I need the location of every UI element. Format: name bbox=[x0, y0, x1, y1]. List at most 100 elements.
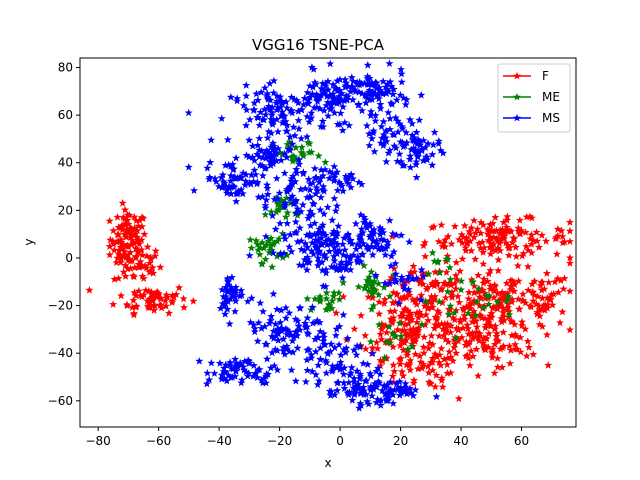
point-ms bbox=[385, 279, 394, 287]
point-ms bbox=[403, 275, 412, 283]
point-f bbox=[506, 281, 515, 290]
point-f bbox=[117, 235, 126, 244]
series-ms bbox=[184, 59, 448, 412]
point-ms bbox=[206, 158, 215, 166]
point-ms bbox=[303, 112, 312, 121]
point-f bbox=[135, 240, 144, 248]
point-ms bbox=[216, 304, 225, 312]
point-ms bbox=[342, 257, 351, 266]
point-ms bbox=[364, 243, 373, 251]
point-f bbox=[189, 297, 198, 305]
point-ms bbox=[276, 92, 285, 101]
point-f bbox=[524, 286, 533, 294]
point-f bbox=[474, 371, 483, 380]
point-me bbox=[269, 240, 278, 248]
point-ms bbox=[220, 364, 229, 372]
point-ms bbox=[268, 103, 277, 111]
point-me bbox=[247, 243, 256, 252]
point-me bbox=[322, 294, 331, 303]
point-f bbox=[427, 292, 436, 300]
point-me bbox=[433, 258, 442, 266]
point-f bbox=[408, 295, 417, 304]
point-ms bbox=[350, 377, 359, 386]
point-me bbox=[294, 207, 302, 216]
point-me bbox=[273, 252, 282, 260]
point-me bbox=[360, 261, 368, 270]
point-ms bbox=[394, 127, 403, 136]
point-ms bbox=[305, 81, 314, 90]
point-f bbox=[396, 360, 405, 368]
point-f bbox=[450, 343, 459, 352]
point-ms bbox=[282, 97, 291, 106]
point-f bbox=[538, 322, 547, 330]
point-f bbox=[435, 350, 444, 359]
point-ms bbox=[276, 97, 285, 105]
point-ms bbox=[371, 111, 380, 119]
point-ms bbox=[355, 342, 364, 350]
point-me bbox=[366, 337, 375, 346]
point-f bbox=[377, 335, 386, 343]
point-ms bbox=[264, 127, 273, 136]
point-ms bbox=[276, 103, 285, 111]
point-ms bbox=[295, 160, 304, 168]
point-f bbox=[133, 233, 142, 241]
point-ms bbox=[356, 242, 365, 250]
point-ms bbox=[317, 122, 325, 130]
point-ms bbox=[315, 104, 324, 113]
point-me bbox=[283, 251, 291, 259]
point-ms bbox=[398, 122, 407, 130]
point-ms bbox=[377, 242, 386, 251]
point-ms bbox=[376, 104, 385, 113]
point-ms bbox=[297, 236, 306, 245]
point-f bbox=[431, 349, 439, 358]
point-ms bbox=[358, 250, 367, 258]
point-f bbox=[398, 326, 407, 335]
point-f bbox=[484, 236, 493, 244]
point-ms bbox=[232, 189, 241, 197]
chart-title: VGG16 TSNE-PCA bbox=[252, 36, 385, 54]
point-me bbox=[504, 292, 513, 301]
point-ms bbox=[381, 83, 390, 91]
point-f bbox=[424, 304, 433, 312]
point-ms bbox=[279, 117, 288, 125]
point-me bbox=[339, 278, 348, 287]
point-f bbox=[433, 279, 442, 287]
point-f bbox=[120, 247, 129, 256]
point-ms bbox=[367, 228, 376, 236]
point-f bbox=[476, 294, 485, 302]
point-ms bbox=[331, 331, 340, 339]
point-ms bbox=[304, 99, 313, 108]
point-f bbox=[390, 264, 399, 272]
point-f bbox=[409, 378, 418, 387]
point-f bbox=[507, 298, 516, 306]
point-ms bbox=[367, 391, 376, 400]
point-ms bbox=[195, 357, 204, 365]
point-ms bbox=[352, 350, 361, 359]
point-ms bbox=[263, 354, 272, 363]
point-f bbox=[179, 294, 188, 303]
point-ms bbox=[231, 367, 240, 375]
point-ms bbox=[278, 98, 287, 107]
point-f bbox=[478, 313, 486, 322]
point-me bbox=[435, 297, 444, 306]
point-ms bbox=[245, 251, 254, 259]
point-ms bbox=[411, 385, 420, 394]
point-f bbox=[521, 324, 530, 333]
point-f bbox=[507, 331, 516, 339]
point-f bbox=[522, 242, 531, 250]
point-f bbox=[389, 342, 398, 351]
point-ms bbox=[284, 145, 293, 153]
point-ms bbox=[202, 379, 211, 388]
point-ms bbox=[285, 308, 294, 317]
point-ms bbox=[379, 228, 388, 237]
point-ms bbox=[396, 385, 405, 394]
point-ms bbox=[231, 283, 240, 291]
point-ms bbox=[326, 105, 335, 113]
point-ms bbox=[257, 88, 266, 96]
point-ms bbox=[371, 116, 380, 125]
point-ms bbox=[256, 108, 265, 116]
point-f bbox=[506, 359, 515, 367]
point-me bbox=[473, 297, 481, 306]
